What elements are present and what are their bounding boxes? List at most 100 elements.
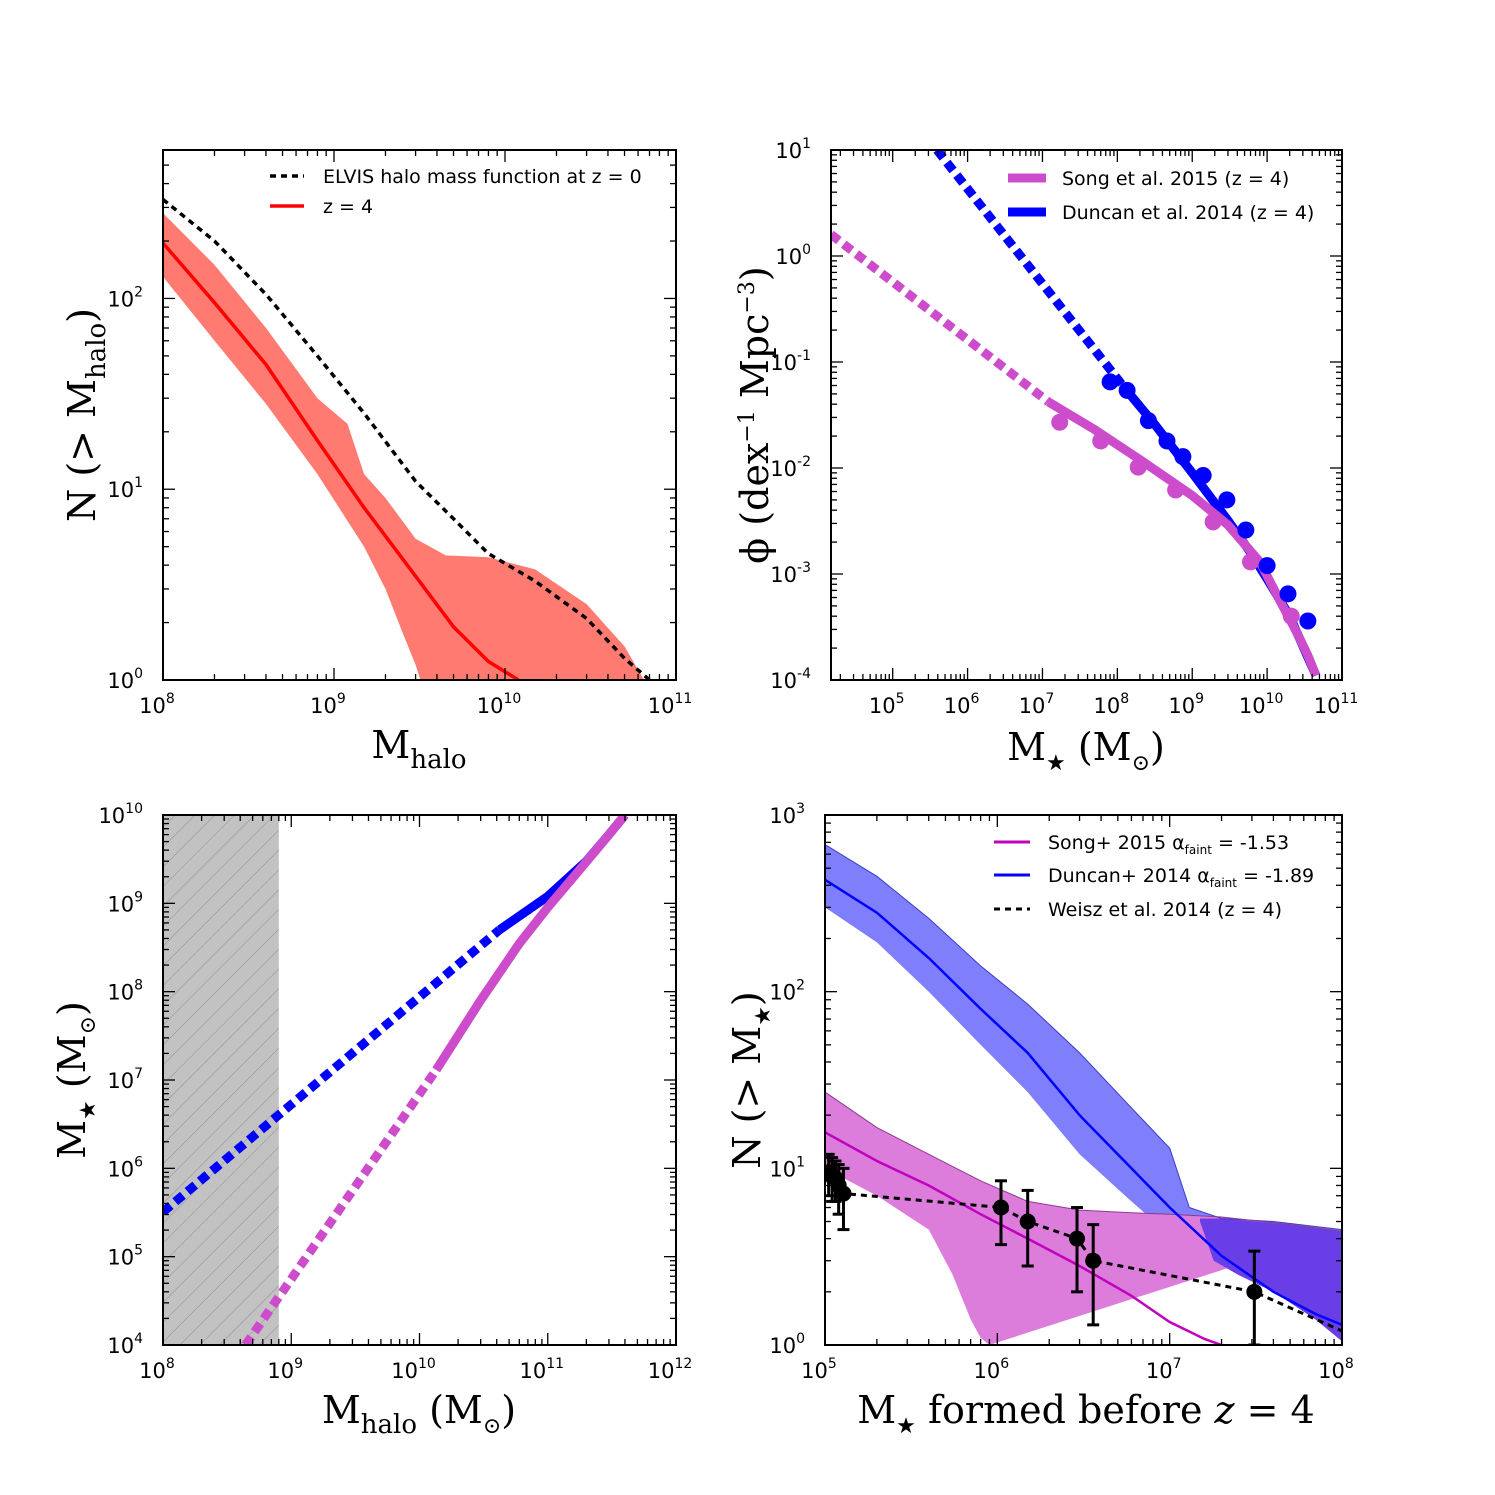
song-data-point [1092, 432, 1110, 450]
duncan-data-point [1279, 585, 1297, 603]
legend-duncan-label: Duncan et al. 2014 (z = 4) [1062, 202, 1314, 224]
x-tick-label: 106 [944, 691, 980, 718]
x-tick-label: 109 [1168, 691, 1204, 718]
song-data-point [1167, 481, 1185, 499]
legend-z4-label: z = 4 [323, 196, 373, 218]
legend-elvis-label: ELVIS halo mass function at z = 0 [323, 166, 642, 188]
song-data-point [1051, 413, 1069, 431]
duncan-data-point [1139, 412, 1157, 430]
x-tick-label: 108 [1094, 691, 1130, 718]
panel-a-frame [162, 149, 677, 681]
panel-d: 105 106 107 108 100 101 102 103 Song+ 2015 αfai… [725, 801, 1354, 1439]
excluded-region [163, 815, 279, 1345]
x-tick-label: 105 [801, 1356, 837, 1383]
y-tick-label: 105 [107, 1243, 143, 1270]
duncan-data-point [1174, 448, 1192, 466]
y-tick-label: 101 [769, 1154, 805, 1181]
y-tick-label: 103 [769, 801, 805, 828]
y-tick-label: 104 [107, 1331, 143, 1358]
y-tick-label: 10-1 [770, 348, 811, 375]
x-tick-label: 109 [267, 1356, 303, 1383]
song-data-point [1282, 607, 1300, 625]
duncan-data-point [1101, 373, 1119, 391]
panel-b-frame [830, 149, 1343, 681]
y-tick-label: 100 [769, 1331, 805, 1358]
y-tick-label: 100 [775, 242, 811, 269]
x-tick-label: 1010 [1239, 691, 1284, 718]
weisz-data-point [992, 1199, 1009, 1216]
elvis-line [163, 198, 651, 680]
song-extrapolation-line [241, 1067, 440, 1345]
duncan-extrapolation-line [933, 150, 1130, 393]
y-tick-label: 10-3 [770, 560, 811, 587]
y-tick-label: 101 [107, 475, 143, 502]
legend-duncan-plus-label: Duncan+ 2014 αfaint = -1.89 [1048, 865, 1314, 890]
song-median-line [825, 1131, 1222, 1345]
x-tick-label: 1010 [391, 1356, 436, 1383]
weisz-data-point [1069, 1230, 1086, 1247]
y-tick-label: 102 [769, 978, 805, 1005]
y-tick-label: 100 [107, 666, 143, 693]
song-scatter-band [825, 1092, 1342, 1345]
y-tick-label: 10-4 [770, 666, 811, 693]
song-data-point [1204, 513, 1222, 531]
y-tick-label: 101 [775, 136, 811, 163]
y-tick-label: 107 [107, 1066, 143, 1093]
y-tick-label: 10-2 [770, 454, 811, 481]
song-extrapolation-line [831, 230, 1052, 406]
panel-a: 108 109 1010 1011 100 101 102 ELVIS halo mass … [60, 149, 693, 775]
x-tick-label: 1011 [519, 1356, 564, 1383]
weisz-data-point [1019, 1213, 1036, 1230]
panel-a-ylabel: N (> Mhalo) [60, 308, 112, 522]
song-fit-line [1046, 398, 1321, 678]
song-data-point [1129, 458, 1147, 476]
legend-weisz-label: Weisz et al. 2014 (z = 4) [1048, 899, 1282, 921]
x-tick-label: 106 [974, 1356, 1010, 1383]
duncan-data-point [1194, 466, 1212, 484]
panel-b-legend: Song et al. 2015 (z = 4) Duncan et al. 2… [1008, 168, 1314, 224]
x-tick-label: 1011 [648, 691, 693, 718]
y-tick-label: 1010 [98, 801, 143, 828]
song-relation-line [432, 815, 629, 1073]
legend-song-plus-label: Song+ 2015 αfaint = -1.53 [1048, 832, 1289, 857]
z4-median-line [163, 241, 520, 680]
y-tick-label: 106 [107, 1154, 143, 1181]
duncan-fit-line [1122, 386, 1321, 678]
duncan-data-point [1158, 432, 1176, 450]
duncan-data-point [1118, 381, 1136, 399]
duncan-data-point [1258, 557, 1276, 575]
panel-d-ylabel: N (> M★) [725, 991, 776, 1169]
duncan-data-point [1218, 491, 1236, 509]
panel-c-xlabel: Mhalo (M⊙) [322, 1388, 516, 1440]
x-tick-label: 107 [1019, 691, 1055, 718]
panel-b-xlabel: M★ (M⊙) [1007, 725, 1165, 776]
weisz-data-point [835, 1185, 852, 1202]
panel-b: 105 106 107 108 109 1010 1011 10-4 10-3 10-2 10-1 1… [733, 136, 1358, 776]
x-tick-label: 1010 [477, 691, 522, 718]
x-tick-label: 105 [869, 691, 905, 718]
y-tick-label: 102 [107, 284, 143, 311]
duncan-data-point [1237, 521, 1255, 539]
x-tick-label: 108 [1318, 1356, 1354, 1383]
x-tick-label: 107 [1146, 1356, 1182, 1383]
panel-d-xlabel: M★ formed before z = 4 [857, 1388, 1314, 1439]
song-band-edge [825, 1091, 1342, 1232]
panel-c: 108 109 1010 1011 1012 104 105 106 107 108 109 1010… [50, 801, 692, 1440]
panel-c-ylabel: M★ (M⊙) [50, 1001, 101, 1159]
panel-d-legend: Song+ 2015 αfaint = -1.53 Duncan+ 2014 α… [994, 832, 1314, 921]
duncan-extrapolation-line [163, 926, 503, 1216]
legend-song-label: Song et al. 2015 (z = 4) [1062, 168, 1289, 190]
panel-a-legend: ELVIS halo mass function at z = 0 z = 4 [270, 166, 642, 218]
y-tick-label: 108 [107, 978, 143, 1005]
duncan-band-edge [825, 844, 1342, 1231]
x-tick-label: 109 [310, 691, 346, 718]
x-tick-label: 108 [139, 1356, 175, 1383]
weisz-data-point [1085, 1252, 1102, 1269]
panel-d-frame [824, 814, 1343, 1346]
duncan-data-point [1299, 612, 1317, 630]
song-data-point [1242, 553, 1260, 571]
x-tick-label: 1011 [1314, 691, 1359, 718]
panel-b-ylabel: ϕ (dex−1 Mpc−3) [733, 266, 777, 563]
duncan-median-line [825, 878, 1342, 1327]
